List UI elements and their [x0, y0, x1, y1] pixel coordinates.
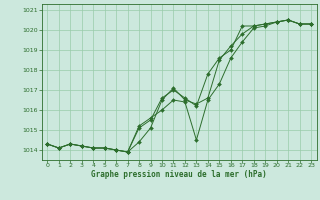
- X-axis label: Graphe pression niveau de la mer (hPa): Graphe pression niveau de la mer (hPa): [91, 170, 267, 179]
